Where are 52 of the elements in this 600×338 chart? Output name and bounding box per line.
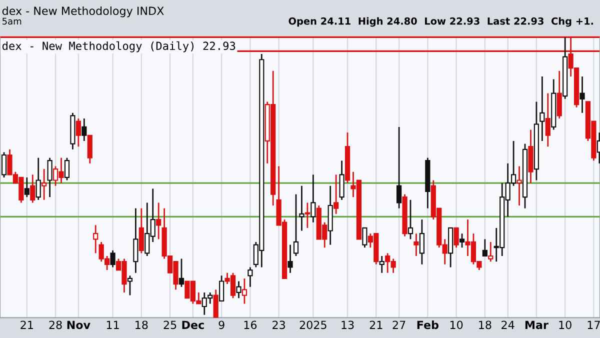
candlestick	[248, 266, 253, 288]
candlestick	[133, 208, 138, 274]
candlestick	[328, 185, 333, 246]
x-tick-label: 21	[20, 320, 33, 329]
x-tick-label: 27	[392, 320, 406, 329]
x-tick-label: 13	[342, 320, 354, 330]
candlestick	[379, 255, 384, 274]
x-tick-label: 16	[244, 320, 257, 330]
x-tick-label: 24	[502, 320, 514, 329]
x-tick-label: 25	[164, 320, 176, 330]
x-tick-label: Dec	[182, 320, 204, 330]
candlestick	[334, 174, 339, 215]
candlestick	[304, 202, 310, 229]
candlestick	[419, 218, 425, 266]
candlestick	[414, 232, 419, 257]
candlestick	[213, 288, 218, 318]
candlestick	[76, 118, 81, 148]
x-tick-label: Feb	[417, 320, 438, 330]
x-tick-label: 10	[450, 320, 463, 330]
x-tick-label: 18	[479, 320, 492, 330]
x-tick-label: 2025	[300, 320, 326, 330]
x-tick-label: Nov	[67, 320, 90, 330]
candlestick	[540, 76, 545, 142]
candlestick	[551, 78, 556, 130]
chart-subtitle: dex - New Methodology (Daily) 22.93	[2, 41, 236, 52]
x-tick-label: 10	[559, 320, 572, 330]
text: 5am	[2, 18, 22, 25]
x-tick-label: 9	[218, 320, 224, 330]
x-tick-label: 21	[370, 320, 382, 329]
candlestick	[82, 118, 87, 142]
x-tick-label: 23	[272, 320, 285, 330]
candlestick	[545, 92, 550, 148]
candlestick	[534, 101, 540, 181]
candlestick	[339, 160, 344, 201]
candlestick	[299, 185, 304, 232]
candlestick	[288, 244, 293, 274]
candlestick	[93, 224, 98, 254]
text: Open 24.11 High 24.80 Low 22.93 Last 22.93 Chg +1.	[288, 17, 594, 27]
candlestick	[482, 238, 488, 257]
x-tick-label: 17	[588, 320, 600, 329]
candlestick	[310, 174, 316, 224]
candlestick	[156, 202, 162, 240]
x-tick-label: 11	[106, 320, 119, 329]
candlestick	[580, 76, 585, 114]
x-tick-label: Mar	[525, 320, 548, 330]
chart-title: dex - New Methodology INDX	[2, 6, 164, 18]
candlestick	[528, 129, 534, 184]
x-tick-label: 18	[136, 320, 148, 330]
candlestick	[87, 134, 92, 164]
candlestick	[219, 274, 224, 302]
candlestick	[448, 227, 454, 268]
x-tick-label: 28	[49, 320, 62, 330]
